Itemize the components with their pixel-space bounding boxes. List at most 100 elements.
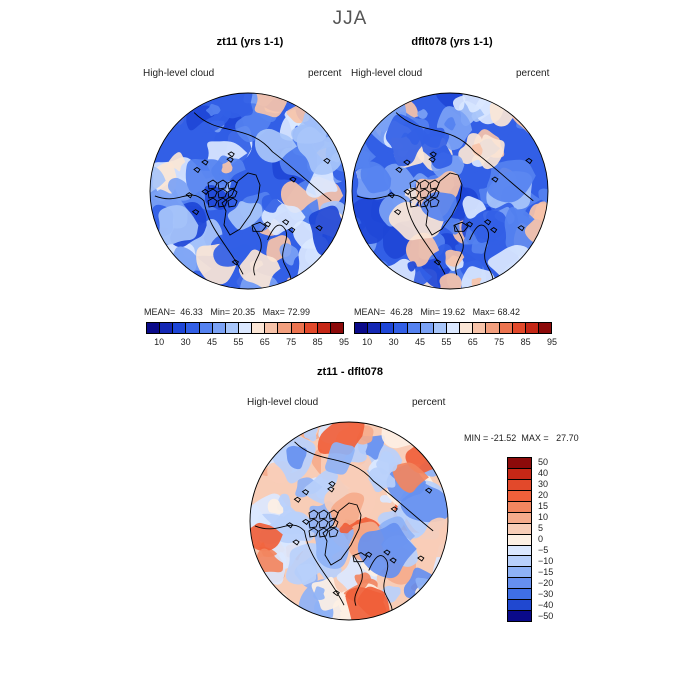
colorbar-swatch <box>508 468 531 480</box>
colorbar-swatch <box>433 323 447 333</box>
colorbar-swatch <box>317 323 331 333</box>
colorbar-swatch <box>473 323 487 333</box>
coastline <box>356 112 534 289</box>
panel-1-min-value: 20.35 <box>232 307 256 317</box>
colorbar-tick-label: 85 <box>520 337 531 347</box>
map-boundary <box>149 92 347 290</box>
colorbar-swatch <box>512 323 526 333</box>
colorbar-tick-label: −30 <box>538 588 554 599</box>
colorbar-swatch <box>508 501 531 513</box>
colorbar-tick-label: −50 <box>538 610 554 621</box>
coastline <box>154 112 332 289</box>
colorbar-swatch <box>508 600 531 612</box>
colorbar-tick-label: 20 <box>538 489 549 500</box>
colorbar-tick-label: 10 <box>538 511 549 522</box>
colorbar-swatch <box>225 323 239 333</box>
panel-3-max-value: 27.70 <box>556 433 579 443</box>
colorbar-tick-label: 0 <box>538 533 544 544</box>
colorbar-swatch <box>460 323 474 333</box>
colorbar-swatch <box>508 512 531 524</box>
colorbar-tick-label: 10 <box>362 337 373 347</box>
colorbar-tick-label: −15 <box>538 566 554 577</box>
panel-3-variable-label: High-level cloud <box>247 397 319 408</box>
figure-title: JJA <box>332 8 368 29</box>
colorbar-swatch <box>486 323 500 333</box>
panel-2-polar-map <box>351 92 549 290</box>
colorbar-tick-label: 65 <box>467 337 478 347</box>
colorbar-swatch <box>508 611 531 622</box>
colorbar-swatch <box>508 567 531 579</box>
panel-1-mean-value: 46.33 <box>180 307 203 317</box>
colorbar-swatch <box>186 323 200 333</box>
panel-3-min-value: -21.52 <box>490 433 517 443</box>
colorbar-tick-label: −20 <box>538 577 554 588</box>
panel-2-unit-label: percent <box>516 68 550 79</box>
panel-1-colorbar <box>146 322 344 334</box>
colorbar-swatch <box>508 578 531 590</box>
colorbar-tick-label: 30 <box>388 337 399 347</box>
colorbar-tick-label: 50 <box>538 456 549 467</box>
panel-1-unit-label: percent <box>308 68 342 79</box>
colorbar-swatch <box>508 523 531 535</box>
panel-3-title: zt11 - dflt078 <box>316 366 384 378</box>
colorbar-swatch <box>291 323 305 333</box>
colorbar-swatch <box>212 323 226 333</box>
colorbar-tick-label: 95 <box>546 337 557 347</box>
panel-3-unit-label: percent <box>412 397 446 408</box>
colorbar-swatch <box>355 323 369 333</box>
colorbar-swatch <box>160 323 174 333</box>
colorbar-swatch <box>252 323 266 333</box>
colorbar-tick-label: −10 <box>538 555 554 566</box>
colorbar-tick-label: 30 <box>538 478 549 489</box>
colorbar-swatch <box>238 323 253 333</box>
colorbar-swatch <box>499 323 513 333</box>
colorbar-swatch <box>508 490 531 502</box>
colorbar-swatch <box>508 458 531 469</box>
colorbar-swatch <box>199 323 213 333</box>
colorbar-tick-label: 65 <box>259 337 270 347</box>
colorbar-tick-label: 40 <box>538 467 549 478</box>
colorbar-swatch <box>173 323 187 333</box>
map-boundary <box>249 421 449 621</box>
colorbar-swatch <box>304 323 318 333</box>
panel-2-max-value: 68.42 <box>497 307 520 317</box>
panel-1-stats: MEAN= 46.33 Min= 20.35 Max= 72.99 <box>144 307 310 317</box>
colorbar-swatch <box>508 534 531 546</box>
colorbar-swatch <box>446 323 461 333</box>
panel-1-polar-map <box>149 92 347 290</box>
panel-3-stats: MIN = -21.52 MAX = 27.70 <box>464 433 579 443</box>
colorbar-swatch <box>147 323 161 333</box>
colorbar-swatch <box>420 323 434 333</box>
colorbar-tick-label: 75 <box>494 337 505 347</box>
colorbar-swatch <box>368 323 382 333</box>
colorbar-tick-label: −40 <box>538 599 554 610</box>
colorbar-swatch <box>330 323 344 333</box>
colorbar-swatch <box>508 479 531 491</box>
colorbar-swatch <box>508 545 531 557</box>
colorbar-tick-label: 45 <box>206 337 217 347</box>
panel-2-mean-value: 46.28 <box>390 307 413 317</box>
colorbar-tick-label: 10 <box>154 337 165 347</box>
panel-1-max-value: 72.99 <box>287 307 310 317</box>
colorbar-swatch <box>265 323 279 333</box>
colorbar-swatch <box>407 323 421 333</box>
colorbar-tick-label: 30 <box>180 337 191 347</box>
colorbar-tick-label: −5 <box>538 544 549 555</box>
colorbar-swatch <box>538 323 552 333</box>
colorbar-swatch <box>508 556 531 568</box>
panel-2-colorbar <box>354 322 552 334</box>
colorbar-swatch <box>394 323 408 333</box>
map-boundary <box>351 92 549 290</box>
colorbar-tick-label: 85 <box>312 337 323 347</box>
colorbar-swatch <box>508 589 531 601</box>
coastline <box>254 441 434 619</box>
colorbar-swatch <box>278 323 292 333</box>
panel-3-colorbar <box>507 457 532 622</box>
panel-2-title: dflt078 (yrs 1-1) <box>411 36 493 48</box>
panel-3-polar-map <box>249 421 449 621</box>
colorbar-swatch <box>381 323 395 333</box>
colorbar-swatch <box>525 323 539 333</box>
panel-1-variable-label: High-level cloud <box>143 68 215 79</box>
panel-2-variable-label: High-level cloud <box>351 68 423 79</box>
colorbar-tick-label: 45 <box>414 337 425 347</box>
